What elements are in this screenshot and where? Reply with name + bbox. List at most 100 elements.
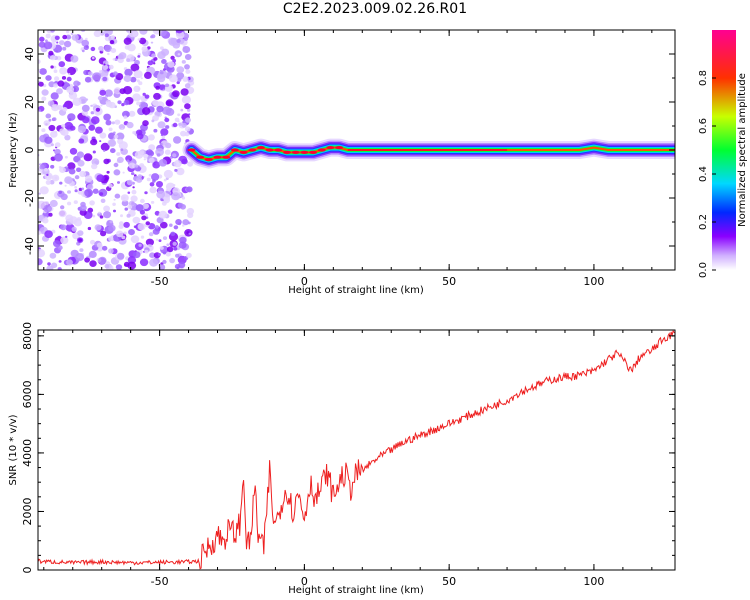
noise-speckle-dot [160, 128, 169, 136]
noise-speckle-dot [70, 32, 74, 35]
noise-speckle-dot [58, 260, 62, 263]
noise-speckle-dot [100, 198, 106, 203]
noise-speckle-dot [67, 162, 76, 170]
noise-speckle-dot [72, 97, 82, 107]
noise-speckle-dot [45, 75, 52, 81]
noise-speckle-dot [60, 205, 65, 210]
noise-speckle-dot [149, 244, 152, 248]
noise-speckle-dot [172, 90, 180, 98]
noise-speckle-dot [187, 161, 194, 167]
noise-speckle-dot [151, 99, 159, 107]
noise-speckle-dot [124, 207, 129, 211]
noise-speckle-dot [74, 175, 80, 180]
noise-speckle-dot [38, 109, 42, 112]
noise-speckle-dot [186, 186, 193, 193]
ridge-peak [256, 146, 265, 150]
noise-speckle-dot [87, 71, 93, 76]
noise-speckle-dot [68, 168, 76, 175]
noise-speckle-dot [53, 69, 58, 73]
noise-speckle-dot [136, 79, 140, 83]
noise-speckle-dot [127, 204, 133, 210]
noise-speckle-dot [147, 134, 155, 141]
noise-speckle-dot [73, 80, 80, 87]
noise-speckle-dot [79, 170, 87, 178]
y-tick-label: 8000 [21, 322, 34, 350]
noise-speckle-dot [124, 68, 133, 77]
noise-speckle-dot [150, 200, 155, 204]
noise-speckle-dot [84, 188, 93, 197]
noise-speckle-dot [103, 205, 110, 212]
noise-speckle-dot [162, 251, 167, 255]
noise-speckle-dot [155, 225, 159, 229]
noise-speckle-dot [85, 175, 93, 183]
noise-speckle-dot [38, 81, 44, 87]
colorbar-gradient [712, 30, 736, 270]
noise-speckle-dot [113, 209, 116, 213]
ridge-peak [248, 148, 257, 152]
noise-speckle-dot [90, 111, 95, 115]
noise-speckle-dot [177, 78, 182, 82]
noise-speckle-dot [50, 164, 55, 169]
noise-speckle-dot [60, 236, 69, 245]
noise-speckle-dot [134, 164, 139, 168]
noise-speckle-dot [90, 239, 96, 245]
snr-ylabel: SNR (10 * v/v) [8, 414, 19, 485]
noise-speckle-dot [48, 118, 52, 122]
noise-speckle-dot [92, 214, 96, 218]
noise-speckle-dot [92, 150, 96, 154]
noise-speckle-dot [45, 39, 48, 42]
noise-speckle-dot [38, 249, 46, 258]
noise-speckle-dot [69, 125, 76, 131]
noise-speckle-dot [155, 238, 159, 241]
noise-speckle-dot [73, 200, 78, 205]
noise-speckle-dot [145, 238, 154, 246]
noise-speckle-dot [120, 214, 123, 218]
ridge-peak [317, 148, 326, 152]
noise-speckle-dot [186, 207, 195, 215]
noise-speckle-dot [172, 241, 177, 246]
noise-speckle-dot [104, 44, 112, 53]
noise-speckle-dot [53, 83, 58, 88]
noise-speckle-dot [94, 160, 99, 165]
noise-speckle-dot [39, 36, 45, 42]
noise-speckle-dot [123, 37, 132, 45]
noise-speckle-dot [130, 235, 140, 244]
noise-speckle-dot [113, 131, 116, 134]
noise-speckle-dot [70, 249, 79, 258]
noise-speckle-dot [165, 83, 170, 88]
noise-speckle-dot [48, 124, 56, 132]
noise-speckle-dot [45, 180, 51, 185]
noise-speckle-dot [108, 139, 117, 147]
ridge-peak [335, 146, 344, 150]
noise-speckle-dot [41, 128, 46, 133]
noise-speckle-dot [167, 61, 175, 68]
noise-speckle-dot [142, 120, 149, 127]
noise-speckle-dot [119, 88, 126, 95]
noise-speckle-dot [164, 117, 170, 123]
noise-speckle-dot [77, 125, 86, 134]
noise-speckle-dot [146, 177, 151, 182]
noise-speckle-dot [123, 231, 127, 235]
noise-speckle-dot [172, 41, 181, 49]
noise-speckle-dot [112, 58, 116, 61]
noise-speckle-dot [139, 258, 149, 267]
noise-speckle-dot [113, 162, 119, 168]
noise-speckle-dot [66, 30, 70, 34]
noise-speckle-dot [132, 93, 142, 102]
noise-speckle-dot [175, 253, 180, 258]
noise-speckle-dot [87, 226, 92, 231]
y-tick-label: 0 [21, 567, 34, 574]
noise-speckle-dot [179, 236, 187, 244]
noise-speckle-dot [116, 230, 124, 238]
noise-speckle-dot [108, 224, 116, 232]
noise-speckle-dot [106, 170, 110, 174]
noise-speckle-dot [168, 107, 172, 111]
noise-speckle-dot [144, 249, 149, 254]
noise-speckle-dot [60, 224, 67, 231]
noise-speckle-dot [54, 76, 60, 82]
noise-speckle-dot [126, 159, 130, 163]
noise-speckle-dot [176, 167, 185, 176]
noise-speckle-dot [50, 65, 54, 69]
noise-speckle-dot [161, 59, 167, 64]
noise-speckle-dot [100, 230, 107, 237]
